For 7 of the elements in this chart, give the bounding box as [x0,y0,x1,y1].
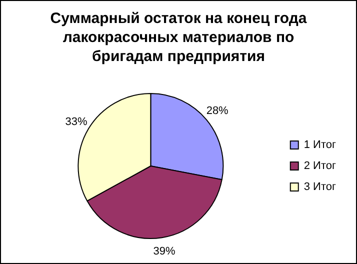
legend-label: 2 Итог [304,160,336,172]
data-label: 39% [153,245,176,258]
data-label: 28% [206,104,229,117]
chart-title: Суммарный остаток на конец года лакокрасочных материалов по бригадам предприятия [49,9,308,66]
data-label: 33% [65,116,88,128]
legend-label: 3 Итог [304,181,336,194]
legend-label: 1 Итог [304,139,336,152]
